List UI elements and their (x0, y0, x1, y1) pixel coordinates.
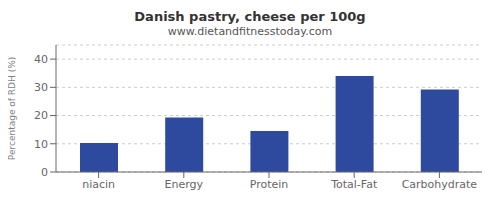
svg-text:Total-Fat: Total-Fat (330, 178, 378, 191)
svg-text:Carbohydrate: Carbohydrate (402, 178, 478, 191)
svg-text:40: 40 (34, 53, 48, 66)
svg-text:20: 20 (34, 109, 48, 122)
svg-text:30: 30 (34, 81, 48, 94)
svg-text:niacin: niacin (82, 178, 115, 191)
svg-text:10: 10 (34, 138, 48, 151)
svg-text:Protein: Protein (250, 178, 289, 191)
svg-text:0: 0 (41, 166, 48, 179)
html-text:www.dietandfitnesstoday.com: www.dietandfitnesstoday.com (167, 25, 333, 38)
svg-text:Percentage of RDH (%): Percentage of RDH (%) (8, 57, 17, 160)
html-text:Danish pastry, cheese per 100g: Danish pastry, cheese per 100g (134, 9, 366, 24)
svg-text:Energy: Energy (165, 178, 204, 191)
